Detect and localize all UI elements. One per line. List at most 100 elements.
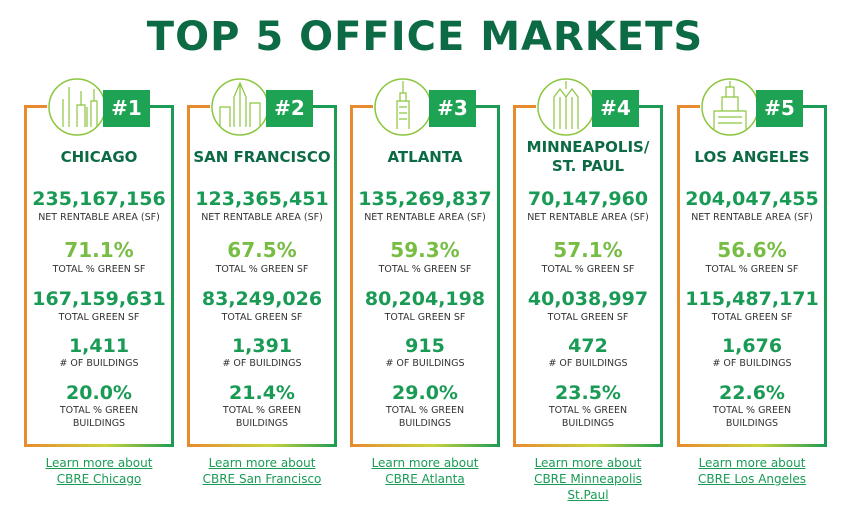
card-border-right — [660, 105, 663, 447]
link-line[interactable]: CBRE Los Angeles — [697, 472, 806, 486]
atlanta-tower-icon — [373, 77, 433, 137]
green-buildings-percent-label: TOTAL % GREEN BUILDINGS — [187, 404, 337, 430]
page-title: TOP 5 OFFICE MARKETS — [146, 14, 704, 60]
learn-more-link[interactable]: Learn more about CBRE Chicago — [24, 455, 174, 487]
green-sf-percent-label: TOTAL % GREEN SF — [541, 264, 635, 275]
net-rentable-area-label: NET RENTABLE AREA (SF) — [691, 212, 813, 223]
buildings-value: 472 — [568, 335, 608, 357]
label-line: TOTAL % GREEN — [59, 405, 139, 416]
card-border-bottom — [187, 444, 337, 447]
label-line: BUILDINGS — [72, 418, 126, 429]
market-card: #1 CHICAGO 235,167,156 NET RENTABLE AREA… — [24, 0, 174, 510]
green-sf-value: 167,159,631 — [32, 288, 166, 310]
green-sf-percent-label: TOTAL % GREEN SF — [378, 264, 472, 275]
rank-badge: #1 — [103, 90, 150, 127]
net-rentable-area-value: 123,365,451 — [195, 188, 329, 210]
link-line[interactable]: CBRE Minneapolis — [534, 472, 642, 486]
link-line[interactable]: Learn more about — [208, 456, 316, 470]
card-border-top — [187, 105, 213, 108]
market-card: #5 LOS ANGELES 204,047,455 NET RENTABLE … — [677, 0, 827, 510]
card-border-right — [824, 105, 827, 447]
net-rentable-area-value: 70,147,960 — [527, 188, 649, 210]
rank-badge: #2 — [266, 90, 313, 127]
net-rentable-area-label: NET RENTABLE AREA (SF) — [364, 212, 486, 223]
card-border-top — [677, 105, 703, 108]
green-sf-value: 40,038,997 — [527, 288, 649, 310]
green-buildings-percent-label: TOTAL % GREEN BUILDINGS — [350, 404, 500, 430]
net-rentable-area-value: 204,047,455 — [685, 188, 819, 210]
net-rentable-area-value: 235,167,156 — [32, 188, 166, 210]
city-name: ATLANTA — [387, 148, 463, 166]
green-sf-percent-label: TOTAL % GREEN SF — [215, 264, 309, 275]
card-border-top — [513, 105, 539, 108]
link-line[interactable]: Learn more about — [698, 456, 806, 470]
card-border-top — [24, 105, 50, 108]
link-line[interactable]: St.Paul — [567, 488, 609, 502]
card-border-top — [307, 105, 337, 108]
link-line[interactable]: CBRE San Francisco — [202, 472, 322, 486]
link-line[interactable]: Learn more about — [534, 456, 642, 470]
learn-more-link[interactable]: Learn more about CBRE Minneapolis St.Paul — [513, 455, 663, 503]
card-border-left — [677, 105, 680, 447]
minneapolis-tower-icon — [536, 77, 596, 137]
green-sf-percent-value: 67.5% — [227, 238, 297, 262]
card-border-bottom — [24, 444, 174, 447]
net-rentable-area-label: NET RENTABLE AREA (SF) — [527, 212, 649, 223]
buildings-label: # OF BUILDINGS — [712, 358, 792, 369]
green-sf-label: TOTAL GREEN SF — [547, 312, 629, 323]
buildings-label: # OF BUILDINGS — [385, 358, 465, 369]
net-rentable-area-label: NET RENTABLE AREA (SF) — [38, 212, 160, 223]
net-rentable-area-label: NET RENTABLE AREA (SF) — [201, 212, 323, 223]
city-name: LOS ANGELES — [694, 148, 810, 166]
card-border-left — [24, 105, 27, 447]
card-border-left — [513, 105, 516, 447]
green-sf-label: TOTAL GREEN SF — [384, 312, 466, 323]
rank-badge: #3 — [429, 90, 476, 127]
rank-badge: #5 — [756, 90, 803, 127]
link-line[interactable]: CBRE Atlanta — [385, 472, 465, 486]
city-name: SAN FRANCISCO — [193, 148, 331, 166]
buildings-value: 1,676 — [721, 335, 783, 357]
link-line[interactable]: Learn more about — [371, 456, 479, 470]
card-border-bottom — [350, 444, 500, 447]
label-line: BUILDINGS — [398, 418, 452, 429]
green-sf-percent-label: TOTAL % GREEN SF — [705, 264, 799, 275]
learn-more-link[interactable]: Learn more about CBRE Los Angeles — [677, 455, 827, 487]
card-border-top — [797, 105, 827, 108]
green-sf-label: TOTAL GREEN SF — [221, 312, 303, 323]
card-border-top — [144, 105, 174, 108]
green-buildings-percent-value: 20.0% — [66, 382, 132, 404]
green-sf-value: 80,204,198 — [364, 288, 486, 310]
card-border-top — [633, 105, 663, 108]
card-border-right — [334, 105, 337, 447]
label-line: BUILDINGS — [561, 418, 615, 429]
card-border-right — [497, 105, 500, 447]
green-sf-value: 83,249,026 — [201, 288, 323, 310]
label-line: TOTAL % GREEN — [712, 405, 792, 416]
label-line: TOTAL % GREEN — [385, 405, 465, 416]
learn-more-link[interactable]: Learn more about CBRE San Francisco — [187, 455, 337, 487]
buildings-label: # OF BUILDINGS — [59, 358, 139, 369]
buildings-label: # OF BUILDINGS — [548, 358, 628, 369]
card-border-left — [187, 105, 190, 447]
link-line[interactable]: Learn more about — [45, 456, 153, 470]
green-buildings-percent-value: 22.6% — [719, 382, 785, 404]
green-buildings-percent-label: TOTAL % GREEN BUILDINGS — [24, 404, 174, 430]
green-buildings-percent-label: TOTAL % GREEN BUILDINGS — [677, 404, 827, 430]
label-line: TOTAL % GREEN — [548, 405, 628, 416]
green-sf-percent-label: TOTAL % GREEN SF — [52, 264, 146, 275]
green-buildings-percent-value: 29.0% — [392, 382, 458, 404]
buildings-label: # OF BUILDINGS — [222, 358, 302, 369]
green-sf-percent-value: 57.1% — [553, 238, 623, 262]
card-border-left — [350, 105, 353, 447]
label-line: BUILDINGS — [725, 418, 779, 429]
label-line: TOTAL % GREEN — [222, 405, 302, 416]
green-sf-value: 115,487,171 — [685, 288, 819, 310]
chicago-skyline-icon — [47, 77, 107, 137]
learn-more-link[interactable]: Learn more about CBRE Atlanta — [350, 455, 500, 487]
link-line[interactable]: CBRE Chicago — [56, 472, 142, 486]
green-sf-label: TOTAL GREEN SF — [58, 312, 140, 323]
card-border-right — [171, 105, 174, 447]
card-border-bottom — [513, 444, 663, 447]
market-card: #3 ATLANTA 135,269,837 NET RENTABLE AREA… — [350, 0, 500, 510]
